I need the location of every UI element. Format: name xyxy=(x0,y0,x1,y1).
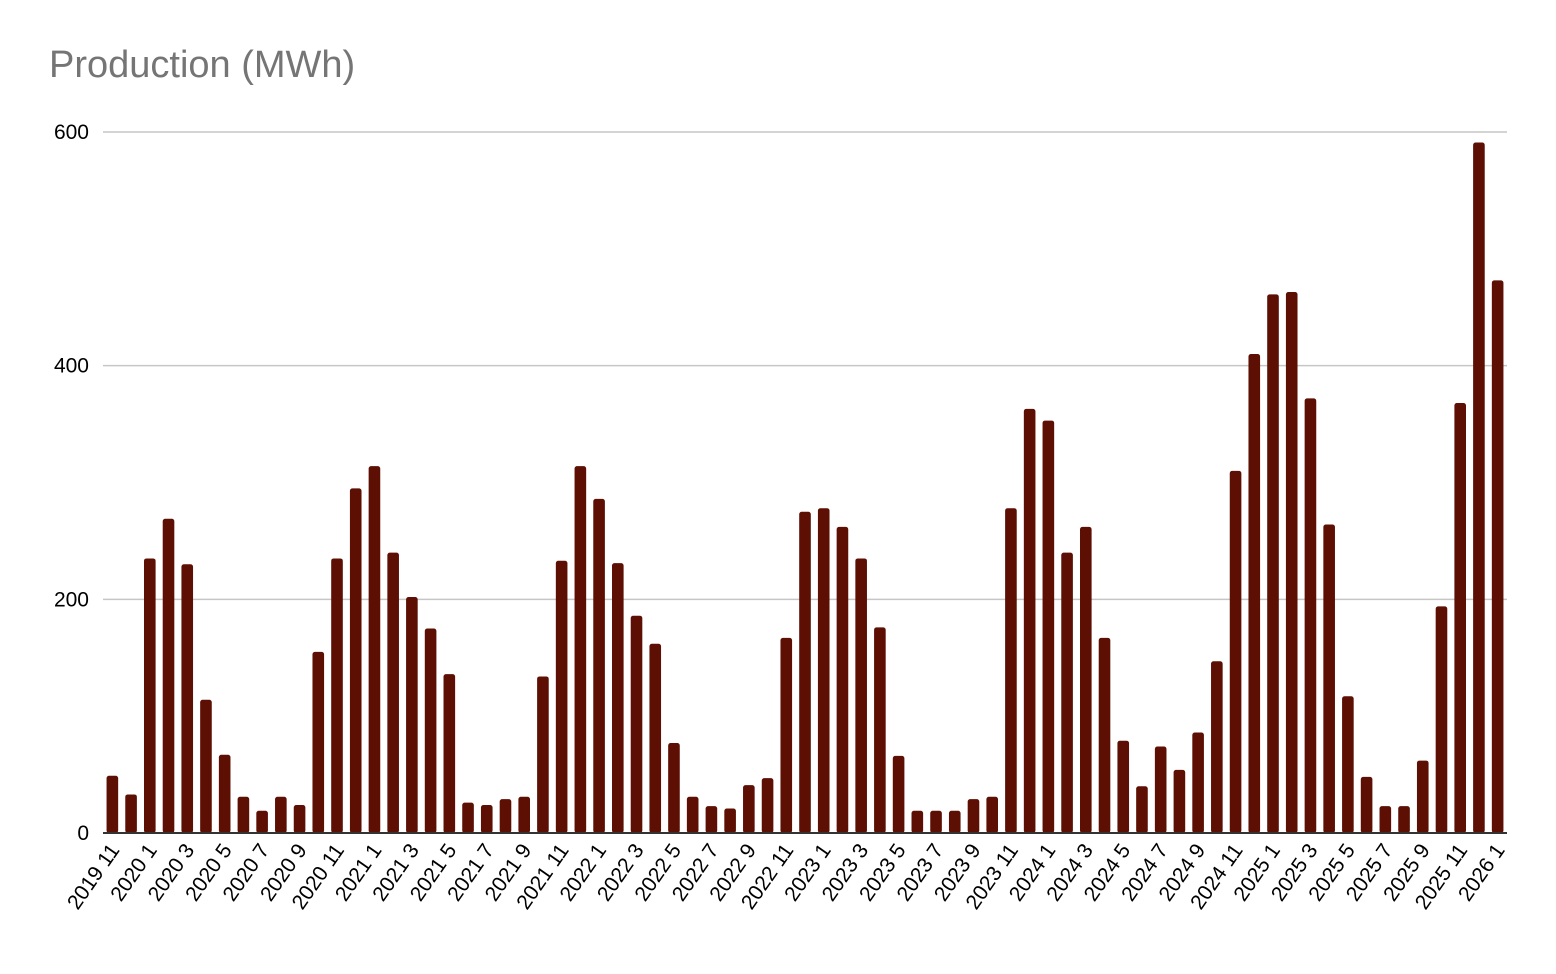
bar xyxy=(256,810,268,833)
bar xyxy=(1042,420,1055,833)
bar xyxy=(331,558,343,833)
bar xyxy=(1211,661,1223,833)
bar xyxy=(1360,776,1373,833)
bar xyxy=(1285,292,1298,834)
bar xyxy=(200,699,212,833)
bar xyxy=(930,810,942,833)
bar xyxy=(574,466,587,833)
bar xyxy=(1229,470,1242,833)
bar xyxy=(293,804,306,833)
bar xyxy=(1192,732,1204,833)
bar xyxy=(368,466,381,833)
x-tick-label: 2019 11 xyxy=(63,840,124,914)
bar xyxy=(499,799,512,833)
bar xyxy=(1416,760,1429,833)
bar xyxy=(1136,786,1148,833)
bar xyxy=(349,488,362,833)
bar xyxy=(125,794,137,833)
bar xyxy=(911,810,924,833)
bar xyxy=(948,810,961,833)
bar xyxy=(836,526,849,833)
bar xyxy=(743,785,755,833)
bar xyxy=(424,628,437,833)
bar xyxy=(855,558,867,833)
bar xyxy=(799,511,811,833)
bar xyxy=(1023,408,1036,833)
bar xyxy=(1454,403,1467,833)
bar xyxy=(275,796,287,833)
bar xyxy=(1342,696,1354,833)
bar xyxy=(761,778,774,833)
bar xyxy=(1098,637,1111,833)
y-tick-label: 600 xyxy=(54,121,89,144)
bar xyxy=(218,754,231,833)
bar xyxy=(1267,294,1279,834)
bar xyxy=(1379,806,1392,833)
bar xyxy=(480,804,493,833)
bar xyxy=(892,755,905,833)
bar xyxy=(630,615,643,833)
bar xyxy=(611,563,624,833)
bar xyxy=(387,552,399,833)
bar xyxy=(1473,142,1485,833)
bar xyxy=(462,802,474,833)
bar xyxy=(1173,769,1186,833)
bar xyxy=(1491,280,1504,834)
bar xyxy=(1323,524,1335,833)
bar xyxy=(817,508,830,833)
bar xyxy=(312,651,325,833)
bar xyxy=(724,808,736,833)
bar xyxy=(106,775,119,833)
bar xyxy=(555,560,568,833)
bar xyxy=(1005,508,1017,833)
bar xyxy=(649,643,662,833)
bar xyxy=(1435,606,1448,833)
bar xyxy=(1248,353,1261,833)
bar xyxy=(537,676,549,833)
bar xyxy=(593,498,605,833)
bar xyxy=(874,627,886,833)
bar xyxy=(1117,740,1130,833)
y-tick-label: 0 xyxy=(77,822,89,845)
bar xyxy=(986,796,999,833)
bar xyxy=(686,796,699,833)
y-tick-label: 400 xyxy=(54,355,89,378)
bar xyxy=(143,558,156,833)
bar xyxy=(1304,398,1317,833)
bar xyxy=(780,637,793,833)
bar xyxy=(518,796,531,833)
bar xyxy=(1061,552,1073,833)
bar-series xyxy=(106,142,1504,834)
bar xyxy=(181,564,194,833)
bar xyxy=(1398,806,1410,833)
bar xyxy=(406,596,418,833)
y-axis-tick-labels: 0 200 400 600 xyxy=(54,121,89,845)
bar xyxy=(1079,526,1092,833)
chart-title: Production (MWh) xyxy=(49,44,356,86)
bar xyxy=(237,796,250,833)
bar xyxy=(1154,746,1167,833)
bar xyxy=(668,743,680,833)
bar xyxy=(967,799,980,833)
bar xyxy=(705,806,718,833)
bar xyxy=(162,518,175,833)
y-tick-label: 200 xyxy=(54,588,89,611)
bar xyxy=(443,674,456,833)
